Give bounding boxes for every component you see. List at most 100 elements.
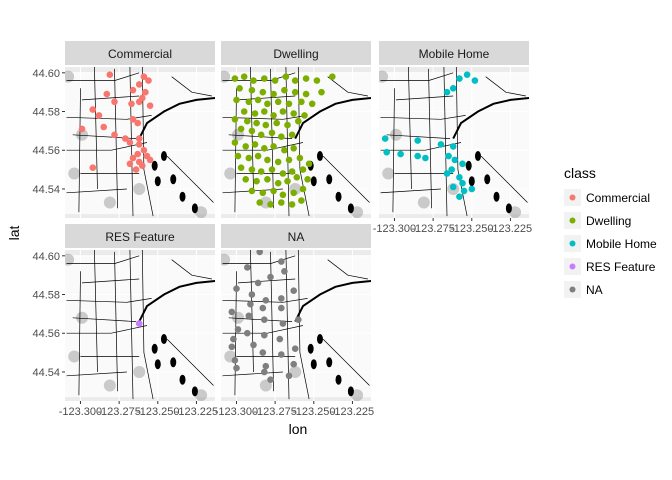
data-point: [89, 106, 97, 113]
data-point: [285, 100, 293, 108]
data-point: [234, 326, 242, 333]
legend-item: Mobile Home: [564, 235, 657, 252]
basemap-road: [327, 259, 368, 280]
data-point: [236, 85, 243, 92]
data-point: [146, 102, 154, 109]
basemap-road: [166, 155, 214, 203]
basemap-road: [408, 67, 412, 190]
data-point: [111, 131, 118, 139]
data-point: [285, 156, 293, 164]
basemap-road: [81, 95, 140, 101]
data-point: [291, 77, 299, 84]
data-point: [231, 116, 239, 123]
data-point: [308, 100, 316, 108]
data-point: [270, 90, 277, 98]
basemap-road: [222, 325, 304, 334]
data-point: [259, 349, 267, 356]
data-point: [299, 185, 307, 193]
data-point: [126, 160, 134, 168]
basemap-water: [179, 191, 186, 202]
basemap-road: [322, 155, 370, 203]
data-point: [279, 191, 287, 199]
basemap-road: [392, 88, 395, 213]
basemap: [65, 250, 215, 401]
data-point: [132, 166, 140, 173]
y-tick-label: 44.58: [32, 290, 60, 302]
facet-strip: [65, 224, 215, 248]
data-point: [237, 125, 245, 133]
data-point: [261, 145, 268, 152]
basemap-water: [335, 191, 342, 202]
facet-strip: [379, 41, 529, 65]
data-point: [278, 351, 285, 358]
data-point: [279, 320, 287, 327]
data-point: [244, 329, 251, 337]
basemap-water: [160, 334, 167, 345]
facet-panel-res-feature: RES Feature: [65, 224, 215, 401]
data-point: [134, 119, 141, 127]
y-tick-label: 44.56: [32, 328, 60, 340]
x-tick-label: -123.225: [331, 406, 374, 418]
legend-swatch: [569, 263, 576, 270]
data-point: [233, 364, 240, 372]
basemap-road: [66, 371, 127, 377]
basemap-water: [474, 151, 481, 162]
x-tick-label: -123.300: [215, 406, 258, 418]
data-point: [231, 75, 239, 82]
basemap-water: [154, 359, 161, 370]
data-point: [296, 154, 304, 162]
data-point: [254, 279, 262, 287]
data-point: [281, 268, 288, 275]
basemap-texture: [221, 253, 231, 266]
basemap-texture: [509, 206, 522, 218]
basemap-water: [335, 374, 342, 385]
data-point: [448, 166, 456, 173]
data-point: [288, 131, 296, 139]
data-point: [284, 177, 291, 185]
basemap-river: [452, 97, 529, 140]
legend-swatch: [569, 286, 576, 293]
data-point: [245, 312, 253, 320]
basemap-texture: [382, 167, 395, 180]
x-tick-label: -123.275: [411, 223, 454, 235]
data-point: [298, 197, 305, 204]
facet-strip-label: Mobile Home: [419, 47, 490, 61]
legend-label: NA: [586, 283, 603, 297]
data-point: [261, 108, 268, 115]
data-point: [268, 129, 276, 137]
y-tick-label: 44.58: [32, 107, 60, 119]
data-point: [282, 73, 290, 80]
data-point: [281, 86, 288, 94]
basemap-texture: [195, 206, 208, 218]
data-point: [244, 264, 251, 271]
data-point: [267, 376, 274, 384]
basemap-water: [154, 176, 161, 187]
data-point: [135, 141, 143, 148]
data-point: [301, 112, 308, 119]
facet-strip-label: NA: [288, 230, 305, 244]
data-point: [291, 345, 299, 353]
legend-label: Commercial: [586, 191, 650, 205]
basemap-road: [327, 76, 368, 97]
data-point: [126, 139, 134, 146]
basemap-river: [294, 97, 371, 140]
data-point: [397, 150, 404, 158]
basemap: [65, 67, 215, 218]
facet-strip-label: Commercial: [108, 47, 172, 61]
data-point: [445, 152, 452, 160]
basemap-water: [170, 357, 177, 368]
axes: 44.54 44.56 44.58 44.60 44.54 44.56 44.58 44.60…: [32, 68, 532, 418]
basemap-water: [326, 357, 333, 368]
basemap-road: [428, 68, 432, 209]
basemap-road: [395, 95, 454, 101]
basemap-water: [468, 176, 475, 187]
data-point: [270, 187, 277, 195]
data-point: [140, 146, 148, 154]
basemap-water: [347, 386, 354, 397]
data-point: [273, 119, 281, 127]
data-point: [278, 199, 285, 206]
basemap-road: [250, 250, 254, 373]
data-point: [142, 88, 149, 96]
data-point: [271, 77, 279, 84]
